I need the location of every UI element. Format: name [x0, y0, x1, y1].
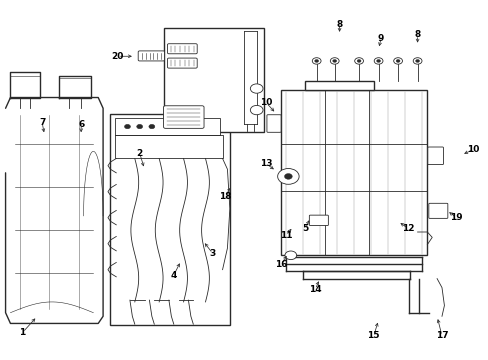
Text: 19: 19	[449, 213, 462, 222]
Circle shape	[373, 58, 382, 64]
Bar	[115, 118, 220, 135]
Text: 4: 4	[170, 270, 177, 279]
Circle shape	[312, 58, 321, 64]
Circle shape	[332, 59, 336, 62]
Text: 8: 8	[336, 19, 342, 28]
Circle shape	[356, 59, 360, 62]
Circle shape	[137, 125, 142, 129]
Circle shape	[149, 125, 155, 129]
FancyBboxPatch shape	[163, 106, 203, 129]
Circle shape	[314, 59, 318, 62]
Text: 6: 6	[78, 120, 84, 129]
Text: 11: 11	[279, 231, 292, 240]
Bar	[305, 81, 373, 90]
Text: 14: 14	[308, 285, 321, 294]
Circle shape	[354, 58, 363, 64]
Circle shape	[250, 84, 263, 93]
Text: 16: 16	[274, 260, 287, 269]
Circle shape	[250, 105, 263, 115]
Text: 9: 9	[377, 34, 384, 43]
Text: 10: 10	[467, 145, 479, 154]
Text: 5: 5	[302, 224, 308, 233]
Text: 3: 3	[209, 249, 216, 258]
Text: 8: 8	[414, 30, 420, 39]
Text: 15: 15	[366, 332, 379, 341]
Text: 13: 13	[260, 159, 272, 168]
Text: 7: 7	[39, 118, 45, 127]
FancyBboxPatch shape	[138, 51, 164, 61]
Circle shape	[330, 58, 338, 64]
FancyBboxPatch shape	[266, 115, 281, 132]
Circle shape	[284, 174, 292, 179]
Circle shape	[412, 58, 421, 64]
Circle shape	[376, 59, 380, 62]
FancyBboxPatch shape	[167, 44, 197, 54]
FancyBboxPatch shape	[167, 58, 197, 68]
Circle shape	[395, 59, 399, 62]
Text: 1: 1	[20, 328, 26, 337]
Circle shape	[124, 125, 130, 129]
Text: 2: 2	[136, 149, 142, 158]
Circle shape	[285, 251, 296, 260]
Text: 10: 10	[260, 98, 272, 107]
Circle shape	[415, 59, 419, 62]
Text: 18: 18	[218, 192, 231, 201]
Text: 17: 17	[435, 332, 447, 341]
Text: 20: 20	[111, 52, 123, 61]
FancyBboxPatch shape	[309, 215, 328, 226]
Circle shape	[393, 58, 402, 64]
Bar	[281, 90, 427, 255]
Bar	[110, 114, 229, 325]
Text: 12: 12	[401, 224, 413, 233]
FancyBboxPatch shape	[428, 203, 447, 219]
Circle shape	[277, 168, 299, 184]
FancyBboxPatch shape	[427, 147, 443, 165]
Bar	[163, 28, 264, 132]
